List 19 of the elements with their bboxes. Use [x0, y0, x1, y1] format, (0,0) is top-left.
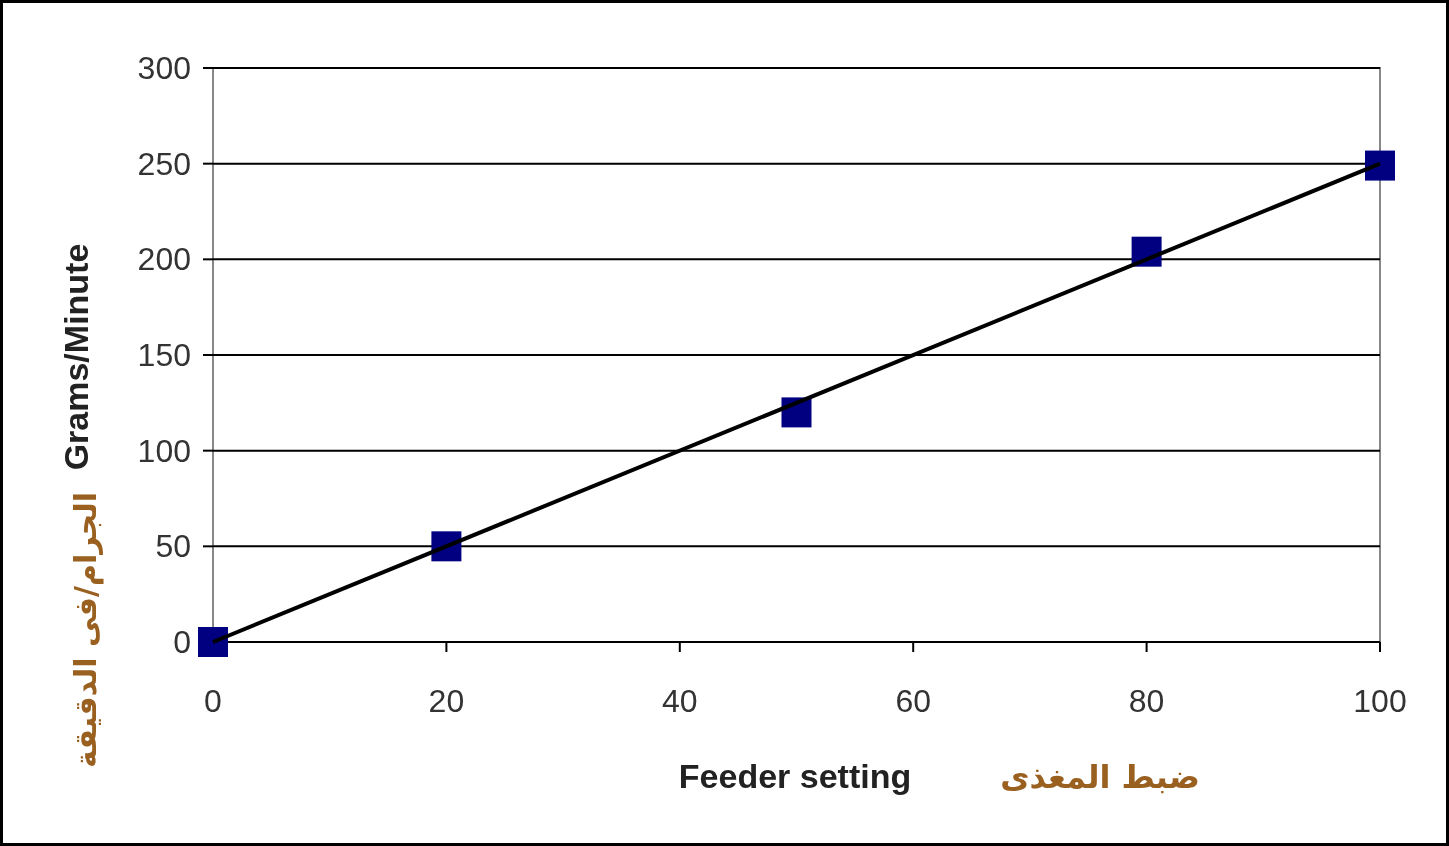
y-tick-label: 200 [137, 241, 191, 278]
x-tick-label: 0 [204, 683, 222, 719]
text: الجرام/فى الدقيقة [68, 491, 104, 769]
y-tick-label: 150 [137, 337, 191, 373]
y-tick-label: 300 [137, 50, 191, 86]
x-tick-label: 20 [428, 683, 465, 719]
y-tick-label: 50 [155, 528, 191, 565]
x-axis-title: Feeder setting [678, 757, 912, 795]
point [198, 627, 228, 657]
y-axis-title: Grams/Minute [57, 243, 95, 471]
y-tick-label: 0 [173, 624, 191, 660]
y-tick-label: 100 [137, 432, 191, 469]
x-tick-label: 40 [662, 683, 698, 719]
y-tick-label: 250 [137, 145, 191, 182]
x-tick-label: 60 [895, 683, 931, 719]
point [1365, 150, 1395, 181]
x-tick-label: 80 [1128, 683, 1165, 719]
text: ضبط المغذى [1000, 758, 1200, 796]
x-tick-label: 100 [1353, 683, 1407, 719]
